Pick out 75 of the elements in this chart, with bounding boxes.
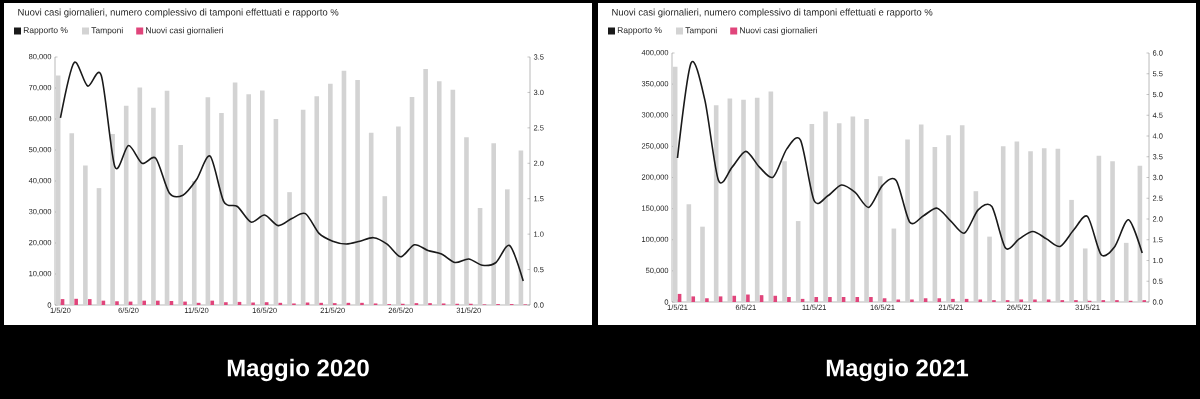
chart-title: Nuovi casi giornalieri, numero complessivo di tamponi effettuati e rapporto % [18,8,339,18]
bar [123,105,129,305]
bar [178,145,183,305]
bar [142,300,147,305]
bar [87,299,92,305]
legend-label: Nuovi casi giornalieri [146,27,223,35]
legend-label: Nuovi casi giornalieri [740,27,817,35]
bar [855,297,860,302]
bar [746,294,750,302]
bar [1082,248,1088,302]
text: Maggio 2021 [826,358,969,382]
bar [504,189,510,305]
bar [905,139,910,302]
bar [718,296,723,302]
bar [959,125,965,302]
bar [1041,148,1047,302]
bar [246,94,251,305]
bar [918,124,924,302]
bar [782,161,787,302]
bar [260,90,265,305]
bar [396,126,401,305]
bar [700,226,705,302]
bar [741,99,746,302]
bar [691,296,696,302]
bar [1000,146,1006,302]
bar [823,111,828,302]
bar [355,79,360,305]
bar [74,298,78,305]
line-series [59,61,525,282]
legend-label: Tamponi [91,27,123,35]
bar [360,302,364,305]
bar [314,96,320,305]
bar [224,302,228,305]
bar [787,297,791,302]
bar [69,133,75,305]
legend-label: Rapporto % [617,27,662,35]
bar [491,143,496,305]
bar [923,298,928,302]
bar [987,236,992,302]
bar [423,69,428,305]
bar [287,192,292,305]
bar [115,301,119,305]
bar [946,135,951,302]
legend-label: Rapporto % [23,27,68,35]
bar [464,137,469,305]
bar [151,107,156,305]
legend-label: Tamponi [685,27,717,35]
bar [210,300,215,305]
text: Maggio 2020 [227,358,369,382]
bar [732,295,737,302]
bar [191,181,197,305]
bar [951,298,955,302]
line-series [676,62,1143,257]
chart-title: Nuovi casi giornalieri, numero complessivo di tamponi effettuati e rapporto % [612,8,933,18]
bar [937,298,942,302]
bar [1028,151,1033,302]
bar [828,297,832,302]
bar [705,298,709,302]
bar [1110,161,1115,302]
bar [328,83,333,305]
bar [110,133,115,305]
bar [864,118,869,302]
bar [882,298,887,302]
bar [1069,199,1074,302]
bar [83,165,88,305]
bar [219,113,224,305]
bar [319,302,323,305]
bar [1123,242,1129,302]
bar [869,297,873,302]
bar [436,81,442,305]
bar [264,302,269,305]
bar [183,301,187,305]
bar [814,297,819,302]
bar [156,300,160,305]
bar [773,295,778,302]
